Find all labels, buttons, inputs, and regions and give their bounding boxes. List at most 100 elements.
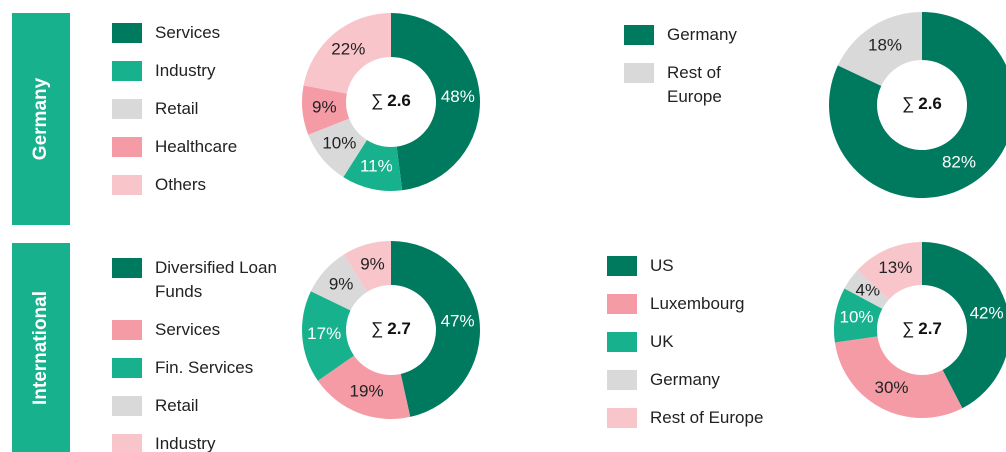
center-total: ∑ 2.6 xyxy=(371,91,411,110)
section-bar xyxy=(12,243,70,452)
percent-sign: % xyxy=(368,382,383,401)
percent-sign: % xyxy=(858,308,873,327)
slice xyxy=(857,242,922,300)
legend-item: Germany xyxy=(607,368,850,392)
slice-label-value: 19 xyxy=(350,382,369,401)
legend-label: Services xyxy=(155,23,221,42)
total-symbol: ∑ xyxy=(902,94,914,113)
slice-label: 17% xyxy=(307,325,341,344)
legend-item: Services xyxy=(112,318,280,342)
legend-label: Germany xyxy=(650,370,720,389)
slice-label-value: 9 xyxy=(329,275,338,294)
legend-label: Retail xyxy=(155,396,199,415)
slice-label: 48% xyxy=(441,87,475,106)
total-value: 2.7 xyxy=(387,319,411,338)
section-bar xyxy=(12,13,70,225)
percent-sign: % xyxy=(887,36,902,55)
slice-label-value: 18 xyxy=(868,36,887,55)
legend-swatch xyxy=(624,25,654,45)
legend: US Luxembourg UK Germany Rest of Europe xyxy=(607,254,850,430)
slice-label-value: 17 xyxy=(307,325,326,344)
legend-label: Luxembourg xyxy=(650,294,745,313)
slice-label-value: 47 xyxy=(441,312,460,331)
percent-sign: % xyxy=(321,98,336,117)
percent-sign: % xyxy=(893,379,908,398)
percent-sign: % xyxy=(338,275,353,294)
legend: Diversified Loan Funds Services Fin. Servi… xyxy=(112,256,280,452)
slice-label-value: 4 xyxy=(856,281,865,300)
section-label: Germany xyxy=(30,77,51,160)
slice xyxy=(391,241,481,417)
slice-label: 11% xyxy=(360,157,393,176)
legend-label: Rest of Europe xyxy=(650,408,764,427)
slice xyxy=(834,336,963,419)
slice-label: 9% xyxy=(329,275,354,294)
slice xyxy=(829,12,1006,198)
legend-label: US xyxy=(650,256,674,275)
percent-sign: % xyxy=(460,312,475,331)
slice-label: 9% xyxy=(312,98,337,117)
legend-label: Industry xyxy=(155,434,216,452)
legend-item: Industry xyxy=(112,59,285,83)
slice-label-value: 30 xyxy=(875,379,894,398)
legend-item: Fin. Services xyxy=(112,356,280,380)
legend-swatch xyxy=(607,332,637,352)
legend-swatch xyxy=(112,258,142,278)
legend-label: Services xyxy=(155,320,221,339)
legend-label: UK xyxy=(650,332,674,351)
legend-item: Others xyxy=(112,173,285,197)
slice xyxy=(303,13,391,94)
legend-label: Retail xyxy=(155,99,199,118)
slice-label: 10% xyxy=(322,134,356,153)
slice-label: 10% xyxy=(839,308,873,327)
slice-label: 42% xyxy=(970,304,1004,323)
slice xyxy=(837,12,922,86)
slice xyxy=(317,355,411,419)
legend-swatch xyxy=(607,408,637,428)
legend-item: Retail xyxy=(112,394,280,418)
percent-sign: % xyxy=(961,153,976,172)
legend-item: Retail xyxy=(112,97,285,121)
legend-swatch xyxy=(112,23,142,43)
slice xyxy=(302,291,355,381)
total-value: 2.6 xyxy=(387,91,411,110)
legend-swatch xyxy=(112,396,142,416)
slice-label-value: 82 xyxy=(942,153,961,172)
legend-item: UK xyxy=(607,330,850,354)
legend-item: Services xyxy=(112,21,285,45)
legend-swatch xyxy=(112,61,142,81)
slice-label-value: 10 xyxy=(839,308,858,327)
section-label: International xyxy=(30,291,51,405)
slice-label-value: 10 xyxy=(322,134,341,153)
legend: Services Industry Retail Healthcare Others xyxy=(112,21,285,197)
legend-item: Germany xyxy=(624,23,757,47)
slice-label-value: 22 xyxy=(331,40,350,59)
legend-item: Diversified Loan Funds xyxy=(112,256,280,304)
slice-label-value: 13 xyxy=(878,259,897,278)
total-symbol: ∑ xyxy=(902,319,914,338)
legend-swatch xyxy=(607,294,637,314)
percent-sign: % xyxy=(341,134,356,153)
legend-swatch xyxy=(607,370,637,390)
legend-item: Healthcare xyxy=(112,135,285,159)
legend-label: Diversified Loan Funds xyxy=(155,258,277,301)
legend-swatch xyxy=(112,99,142,119)
legend-label: Healthcare xyxy=(155,137,238,156)
legend-item: Industry xyxy=(112,432,280,452)
legend-swatch xyxy=(112,358,142,378)
slice-label: 18% xyxy=(868,36,902,55)
total-symbol: ∑ xyxy=(371,91,383,110)
legend-item: US xyxy=(607,254,850,278)
percent-sign: % xyxy=(378,157,393,176)
percent-sign: % xyxy=(370,255,385,274)
slice-label: 47% xyxy=(441,312,475,331)
legend-swatch xyxy=(112,137,142,157)
slice-label: 82% xyxy=(942,153,976,172)
legend-swatch xyxy=(112,320,142,340)
legend-label: Rest of Europe xyxy=(667,63,722,106)
percent-sign: % xyxy=(460,87,475,106)
legend-label: Fin. Services xyxy=(155,358,254,377)
slice-label-value: 48 xyxy=(441,87,460,106)
